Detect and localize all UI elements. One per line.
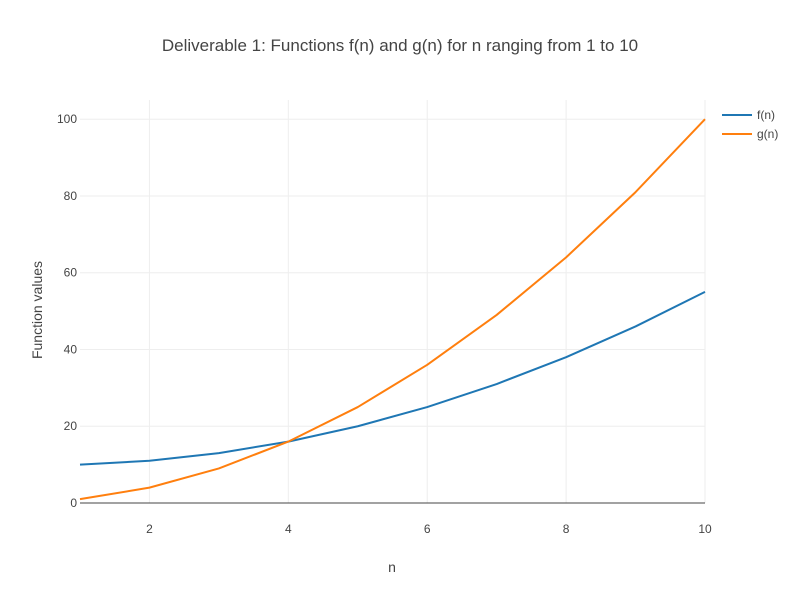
y-tick-label: 80 bbox=[64, 189, 78, 203]
x-axis-title: n bbox=[388, 559, 396, 575]
y-tick-label: 100 bbox=[57, 112, 77, 126]
legend[interactable]: f(n) g(n) bbox=[722, 108, 778, 141]
series-line-fn[interactable] bbox=[79, 291, 706, 466]
y-tick-label: 0 bbox=[70, 496, 77, 510]
legend-item[interactable]: g(n) bbox=[722, 127, 778, 141]
legend-item[interactable]: f(n) bbox=[722, 108, 775, 122]
chart-title: Deliverable 1: Functions f(n) and g(n) f… bbox=[162, 36, 638, 55]
x-tick-label: 10 bbox=[698, 522, 712, 536]
x-tick-label: 8 bbox=[563, 522, 570, 536]
y-tick-label: 40 bbox=[64, 342, 78, 356]
series-lines bbox=[79, 118, 706, 501]
legend-label: g(n) bbox=[757, 127, 778, 141]
series-line-gn[interactable] bbox=[79, 118, 706, 501]
legend-label: f(n) bbox=[757, 108, 775, 122]
y-tick-label: 60 bbox=[64, 266, 78, 280]
x-tick-label: 2 bbox=[146, 522, 153, 536]
y-axis-title: Function values bbox=[29, 261, 45, 359]
x-tick-label: 6 bbox=[424, 522, 431, 536]
y-tick-label: 20 bbox=[64, 419, 78, 433]
gridlines bbox=[80, 100, 706, 504]
x-tick-label: 4 bbox=[285, 522, 292, 536]
